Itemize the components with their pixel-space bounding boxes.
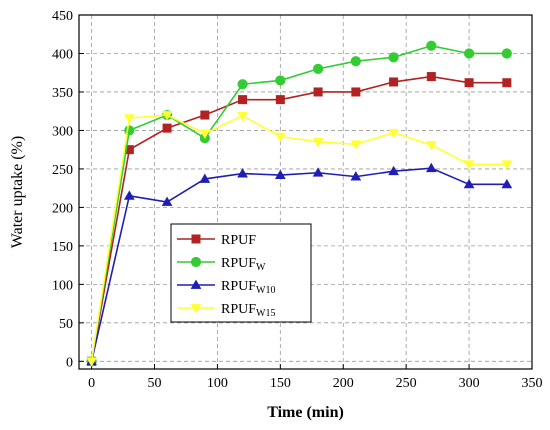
series-line: [90, 44, 507, 362]
data-point: [464, 78, 474, 88]
data-point: [426, 40, 437, 51]
data-point: [237, 111, 248, 122]
data-point: [312, 167, 324, 177]
data-point: [425, 141, 437, 151]
y-tick-label: 50: [59, 317, 73, 332]
data-point: [312, 63, 324, 74]
data-point: [313, 87, 323, 97]
data-point: [199, 129, 211, 139]
legend-label: RPUF: [221, 233, 256, 248]
data-point: [274, 132, 286, 143]
data-point: [350, 171, 362, 181]
data-point: [351, 87, 361, 97]
y-tick-label: 200: [52, 201, 73, 216]
data-point: [161, 111, 173, 121]
data-point: [161, 196, 173, 206]
y-tick-label: 250: [52, 163, 73, 178]
data-point: [123, 114, 135, 124]
data-point: [425, 162, 437, 173]
data-point: [237, 168, 248, 178]
data-point: [463, 178, 475, 189]
legend-item: RPUF: [177, 233, 256, 248]
x-tick-label: 350: [522, 376, 543, 391]
legend-item: RPUFW: [177, 256, 266, 273]
y-tick-label: 100: [52, 278, 73, 293]
x-tick-label: 0: [88, 376, 95, 391]
ticks-layer: 0 50 100 150 200 250 300 350 0 50 100 150 200 250 300 3…: [52, 9, 543, 391]
data-point: [501, 178, 513, 189]
x-tick-label: 150: [270, 376, 291, 391]
data-point: [426, 72, 436, 82]
data-point: [389, 77, 399, 87]
x-tick-label: 200: [333, 376, 354, 391]
data-point: [237, 79, 248, 90]
series-layer: [86, 40, 513, 367]
data-point: [502, 78, 512, 88]
y-axis-title: Water uptake (%): [9, 136, 26, 248]
series-RPUFW: [86, 40, 512, 367]
series-line: [90, 75, 507, 362]
y-tick-label: 300: [52, 124, 73, 139]
x-tick-label: 100: [207, 376, 228, 391]
legend-swatch-marker: [190, 304, 202, 314]
series-RPUFW15: [86, 111, 513, 367]
data-point: [388, 52, 399, 63]
series-RPUF: [87, 72, 512, 366]
data-point: [124, 125, 135, 136]
y-tick-label: 0: [66, 355, 73, 370]
data-point: [463, 160, 475, 170]
plot-frame: [78, 14, 533, 370]
data-point: [275, 75, 286, 86]
legend-label: RPUFW: [221, 256, 266, 273]
x-tick-label: 50: [148, 376, 162, 391]
data-point: [162, 123, 172, 133]
data-point: [501, 48, 512, 59]
data-point: [275, 95, 285, 105]
legend-swatch-marker: [190, 256, 202, 268]
data-point: [86, 357, 97, 367]
x-tick-label: 300: [459, 376, 480, 391]
y-tick-label: 150: [52, 240, 73, 255]
data-point: [350, 56, 361, 67]
data-point: [388, 165, 399, 176]
data-point: [350, 140, 362, 150]
data-point: [200, 110, 210, 120]
data-point: [199, 173, 211, 183]
data-point: [388, 128, 399, 139]
data-point: [123, 190, 135, 200]
series-line: [90, 114, 507, 362]
series-RPUFW10: [86, 162, 513, 366]
data-point: [312, 138, 324, 148]
y-tick-label: 400: [52, 47, 73, 62]
series-line: [90, 167, 507, 362]
legend-swatch-marker: [191, 234, 201, 244]
y-tick-label: 350: [52, 86, 73, 101]
x-tick-label: 250: [396, 376, 417, 391]
y-tick-label: 450: [52, 9, 73, 24]
data-point: [501, 160, 513, 170]
x-axis-title: Time (min): [267, 404, 344, 421]
legend-swatch-marker: [190, 279, 202, 289]
data-point: [238, 95, 248, 105]
data-point: [274, 169, 286, 179]
data-point: [463, 48, 475, 59]
